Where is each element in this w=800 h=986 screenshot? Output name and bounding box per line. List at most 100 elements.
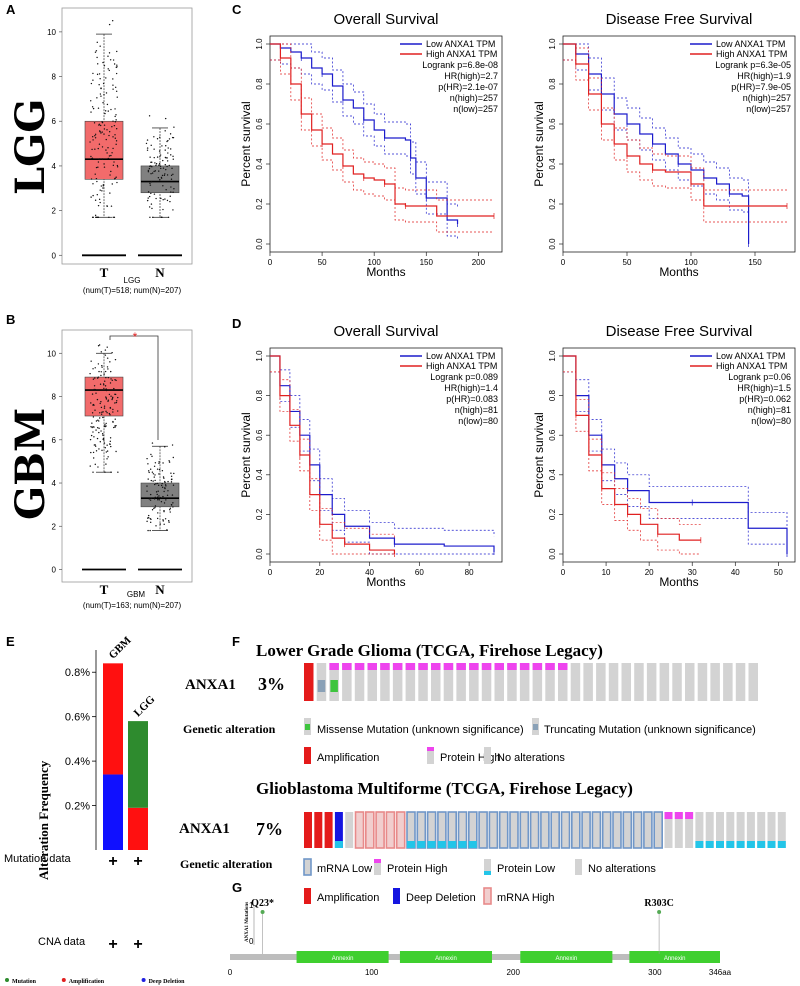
jitter-point — [107, 55, 109, 57]
jitter-point — [149, 216, 151, 219]
jitter-point — [158, 468, 161, 471]
jitter-point — [109, 361, 111, 363]
y-axis-label: Percent survival — [239, 412, 253, 497]
lgg-protein-high-marker — [418, 663, 428, 670]
jitter-point — [103, 387, 105, 390]
legend-swatch-deep-deletion — [393, 888, 400, 904]
gbm-protein-low-marker — [777, 841, 786, 848]
gbm-sample-cell — [509, 811, 519, 849]
mutation-count-label: ANXA1 Mutations — [245, 902, 250, 942]
data-availability-mark: + — [133, 936, 142, 953]
jitter-point — [105, 77, 107, 79]
jitter-point — [105, 138, 107, 141]
jitter-point — [106, 152, 108, 154]
jitter-point — [96, 377, 99, 379]
high-ci-upper — [270, 355, 395, 539]
gbm-protein-low-marker — [726, 841, 735, 848]
data-availability-mark: + — [108, 853, 117, 870]
jitter-point — [110, 445, 112, 448]
lgg-sample-cell — [685, 663, 695, 701]
jitter-point — [164, 130, 166, 132]
lgg-protein-high-marker — [545, 663, 555, 670]
legend-label: Truncating Mutation (unknown significanc… — [544, 724, 756, 736]
legend-dot — [61, 978, 66, 982]
jitter-point — [101, 366, 103, 368]
lgg-sample-cell — [723, 663, 733, 701]
jitter-point — [94, 173, 96, 175]
jitter-point — [92, 183, 94, 185]
gbm-protein-low-marker — [716, 841, 724, 848]
cohort-label-gbm: GBM — [7, 408, 54, 520]
gbm-sample-cell — [653, 811, 664, 849]
y-tick-label: 1.0 — [548, 350, 557, 362]
jitter-point — [106, 103, 109, 106]
normal-label: N — [155, 265, 165, 280]
jitter-point — [116, 166, 119, 168]
jitter-point — [150, 165, 152, 167]
jitter-point — [165, 499, 167, 501]
jitter-point — [89, 372, 91, 375]
jitter-point — [94, 388, 97, 391]
jitter-point — [113, 426, 115, 429]
jitter-point — [170, 481, 173, 483]
jitter-point — [92, 79, 94, 81]
lgg-sample-cell — [431, 663, 441, 701]
domain-label: Annexin — [664, 956, 686, 962]
jitter-point — [103, 425, 106, 428]
jitter-point — [97, 376, 100, 378]
jitter-point — [166, 494, 169, 496]
jitter-point — [150, 144, 152, 147]
jitter-point — [112, 78, 114, 80]
y-tick-label: 0.6 — [255, 118, 264, 130]
jitter-point — [104, 112, 106, 115]
jitter-point — [149, 156, 151, 158]
lgg-sample-cell — [469, 663, 479, 701]
jitter-point — [95, 50, 98, 52]
annexin-domain — [520, 951, 613, 963]
gbm-protein-low-marker — [417, 841, 426, 848]
legend-label: mRNA High — [497, 892, 554, 904]
jitter-point — [98, 84, 100, 86]
jitter-point — [93, 436, 95, 438]
jitter-point — [105, 389, 108, 392]
jitter-point — [99, 189, 101, 191]
jitter-point — [112, 147, 114, 150]
jitter-point — [154, 462, 157, 464]
jitter-point — [116, 50, 118, 53]
jitter-point — [102, 438, 104, 441]
jitter-point — [164, 198, 166, 200]
jitter-point — [98, 130, 101, 132]
gbm-sample-cell — [746, 812, 755, 848]
jitter-point — [103, 124, 106, 126]
jitter-point — [151, 455, 153, 458]
jitter-point — [93, 388, 95, 391]
lgg-sample-cell — [570, 663, 581, 701]
jitter-point — [97, 107, 100, 109]
legend-high-label: High ANXA1 TPM — [716, 49, 787, 59]
jitter-point — [168, 164, 170, 167]
jitter-point — [102, 434, 104, 436]
jitter-point — [148, 471, 150, 474]
jitter-point — [105, 398, 108, 400]
legend-label: Mutation — [12, 979, 37, 985]
jitter-point — [153, 483, 156, 486]
jitter-point — [97, 147, 99, 150]
jitter-point — [158, 170, 160, 172]
y-tick-label: 0.6% — [65, 712, 90, 724]
jitter-point — [165, 168, 167, 171]
lgg-protein-high-marker — [519, 663, 530, 670]
jitter-point — [105, 422, 107, 425]
jitter-point — [103, 442, 106, 444]
jitter-point — [95, 429, 97, 431]
jitter-point — [98, 344, 101, 346]
significance-bracket — [109, 335, 159, 440]
jitter-point — [90, 360, 92, 362]
gbm-sample-cell — [591, 811, 602, 849]
y-tick-label: 4 — [52, 479, 57, 488]
y-tick-label: 2 — [52, 207, 57, 216]
lgg-sample-cell — [646, 663, 657, 701]
jitter-point — [162, 185, 164, 187]
jitter-point — [98, 73, 101, 75]
jitter-point — [146, 147, 149, 149]
jitter-point — [148, 195, 151, 198]
